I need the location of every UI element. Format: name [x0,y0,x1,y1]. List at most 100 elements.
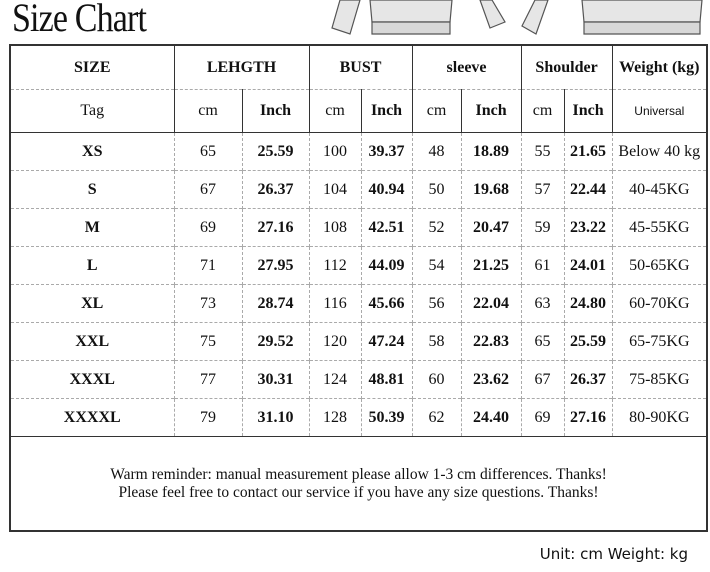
cell-sleeve-inch: 23.62 [460,360,522,399]
cell-sleeve-cm: 52 [411,208,462,247]
cell-size: XS [9,132,174,171]
cell-bust-cm: 112 [308,246,362,285]
cell-shoulder-cm: 67 [520,360,565,399]
cell-sleeve-inch: 22.83 [460,322,522,361]
cell-size: S [9,170,174,209]
cell-shoulder-inch: 22.44 [563,170,613,209]
sweater-illustration [331,0,703,35]
cell-shoulder-cm: 61 [520,246,565,285]
table-row: L 71 27.95 112 44.09 54 21.25 61 24.01 50-65KG [9,246,708,285]
cell-length-inch: 27.16 [241,208,310,247]
reminder-note: Warm reminder: manual measurement please… [9,436,708,531]
cell-shoulder-inch: 25.59 [563,322,613,361]
cell-bust-cm: 108 [308,208,362,247]
cell-sleeve-cm: 60 [411,360,462,399]
cell-weight: 80-90KG [611,398,708,437]
table-row: XXXXL 79 31.10 128 50.39 62 24.40 69 27.16 80-90K… [9,398,708,437]
cell-size: XXXL [9,360,174,399]
header-unit: cm [411,89,462,133]
table-row: S 67 26.37 104 40.94 50 19.68 57 22.44 40-45KG [9,170,708,209]
cell-sleeve-inch: 19.68 [460,170,522,209]
cell-bust-cm: 104 [308,170,362,209]
header-unit: Inch [460,89,522,133]
cell-bust-inch: 44.09 [360,246,413,285]
cell-bust-cm: 124 [308,360,362,399]
cell-length-cm: 77 [173,360,242,399]
cell-length-inch: 29.52 [241,322,310,361]
page-title: Size Chart [12,0,147,40]
cell-length-inch: 27.95 [241,246,310,285]
cell-weight: 65-75KG [611,322,708,361]
header-row-groups: SIZE LEHGTH BUST sleeve Shoulder Weight … [9,44,708,90]
cell-size: XXXXL [9,398,174,437]
cell-length-cm: 71 [173,246,242,285]
header-tag: Tag [9,89,174,133]
cell-length-cm: 65 [173,132,242,171]
reminder-line: Please feel free to contact our service … [118,483,599,501]
cell-weight: 45-55KG [611,208,708,247]
cell-shoulder-inch: 27.16 [563,398,613,437]
cell-sleeve-cm: 48 [411,132,462,171]
size-chart-table: SIZE LEHGTH BUST sleeve Shoulder Weight … [9,44,709,532]
cell-size: XL [9,284,174,323]
header-bust: BUST [308,44,413,90]
cell-shoulder-cm: 65 [520,322,565,361]
cell-bust-inch: 40.94 [360,170,413,209]
cell-sleeve-inch: 21.25 [460,246,522,285]
cell-sleeve-cm: 50 [411,170,462,209]
cell-length-cm: 67 [173,170,242,209]
cell-shoulder-inch: 26.37 [563,360,613,399]
cell-length-cm: 75 [173,322,242,361]
cell-sleeve-cm: 62 [411,398,462,437]
cell-length-inch: 28.74 [241,284,310,323]
cell-bust-inch: 48.81 [360,360,413,399]
cell-length-inch: 25.59 [241,132,310,171]
cell-bust-inch: 42.51 [360,208,413,247]
header-unit: Inch [241,89,310,133]
cell-bust-inch: 50.39 [360,398,413,437]
cell-length-inch: 26.37 [241,170,310,209]
header-unit: cm [308,89,362,133]
unit-caption: Unit: cm Weight: kg [539,545,688,563]
header-row-units: Tag cm Inch cm Inch cm Inch cm Inch Univ… [9,89,708,133]
cell-length-cm: 69 [173,208,242,247]
header-universal: Universal [611,89,708,133]
cell-bust-inch: 47.24 [360,322,413,361]
header-weight: Weight (kg) [611,44,708,90]
cell-length-inch: 31.10 [241,398,310,437]
cell-length-cm: 73 [173,284,242,323]
cell-sleeve-inch: 24.40 [460,398,522,437]
cell-length-inch: 30.31 [241,360,310,399]
table-row: XL 73 28.74 116 45.66 56 22.04 63 24.80 60-70KG [9,284,708,323]
cell-weight: 60-70KG [611,284,708,323]
table-row: XS 65 25.59 100 39.37 48 18.89 55 21.65 Below 40 … [9,132,708,171]
reminder-line: Warm reminder: manual measurement please… [110,465,607,483]
cell-shoulder-cm: 59 [520,208,565,247]
header-length: LEHGTH [173,44,310,90]
table-row: XXXL 77 30.31 124 48.81 60 23.62 67 26.37 75-85KG [9,360,708,399]
cell-sleeve-cm: 54 [411,246,462,285]
cell-bust-inch: 45.66 [360,284,413,323]
cell-sleeve-cm: 58 [411,322,462,361]
cell-shoulder-cm: 63 [520,284,565,323]
cell-shoulder-inch: 24.01 [563,246,613,285]
header-unit: cm [520,89,565,133]
cell-shoulder-inch: 24.80 [563,284,613,323]
cell-sleeve-inch: 18.89 [460,132,522,171]
cell-bust-cm: 120 [308,322,362,361]
cell-weight: 50-65KG [611,246,708,285]
cell-shoulder-inch: 21.65 [563,132,613,171]
cell-shoulder-cm: 69 [520,398,565,437]
header-unit: Inch [360,89,413,133]
cell-length-cm: 79 [173,398,242,437]
cell-bust-cm: 116 [308,284,362,323]
cell-shoulder-inch: 23.22 [563,208,613,247]
header-size: SIZE [9,44,174,90]
cell-shoulder-cm: 57 [520,170,565,209]
header-unit: Inch [563,89,613,133]
table-row: XXL 75 29.52 120 47.24 58 22.83 65 25.59 65-75KG [9,322,708,361]
cell-sleeve-cm: 56 [411,284,462,323]
header-unit: cm [173,89,242,133]
cell-bust-inch: 39.37 [360,132,413,171]
cell-weight: Below 40 kg [611,132,708,171]
